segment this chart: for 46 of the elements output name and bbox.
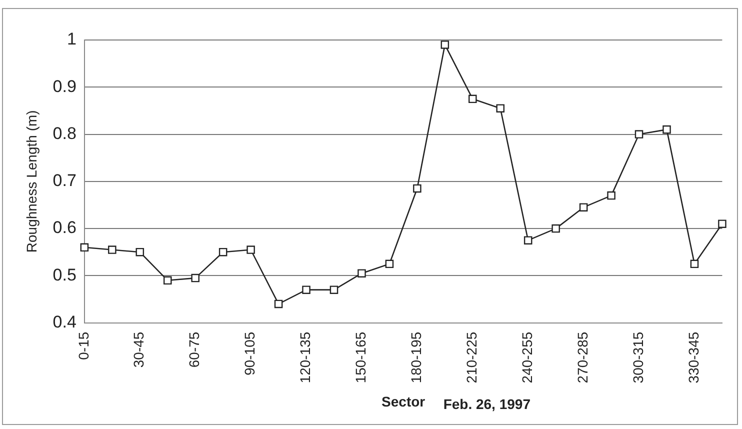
point	[634, 130, 644, 138]
x-tick-label: 330-345	[685, 332, 702, 384]
x-tick-label: 150-165	[352, 332, 369, 384]
x-tick-label: 210-225	[464, 332, 480, 384]
y-tick-label: 0.5	[52, 265, 76, 284]
y-tick-label: 0.8	[52, 124, 76, 143]
point	[246, 246, 255, 254]
point	[468, 94, 477, 104]
point	[552, 224, 560, 233]
y-tick-label: 0.6	[52, 218, 76, 238]
x-axis-title: Sector	[382, 393, 426, 410]
point	[496, 104, 505, 112]
point	[413, 184, 422, 193]
point	[136, 248, 144, 256]
x-tick-label: 90-105	[242, 332, 258, 376]
point	[163, 276, 172, 285]
y-axis-title: Roughness Length (m)	[23, 110, 40, 253]
point	[440, 40, 450, 49]
point	[218, 248, 228, 256]
point	[385, 260, 394, 268]
x-tick-label: 120-135	[297, 332, 314, 384]
y-tick-label: 0.7	[52, 171, 76, 190]
point	[579, 203, 588, 212]
point	[108, 246, 116, 254]
x-tick-label: 30-45	[130, 332, 147, 368]
x-tick-label: 270-285	[574, 332, 590, 384]
x-tick-label: 240-255	[518, 332, 535, 384]
point	[524, 236, 532, 244]
y-tick-label: 1	[66, 30, 76, 49]
x-tick-label: 180-195	[408, 332, 424, 384]
point	[191, 274, 200, 282]
x-tick-label: 60-75	[186, 332, 202, 368]
point	[358, 269, 366, 278]
point	[607, 191, 616, 200]
y-tick-label: 0.9	[52, 76, 76, 96]
text: Feb. 26, 1997	[443, 396, 531, 412]
point	[718, 220, 726, 228]
point	[80, 243, 89, 252]
point	[274, 300, 283, 308]
x-tick-label: 300-315	[630, 332, 646, 384]
point	[302, 286, 310, 294]
point	[690, 260, 699, 268]
point	[330, 286, 338, 294]
x-tick-label: 0-15	[75, 332, 92, 360]
y-tick-label: 0.4	[52, 312, 76, 332]
point	[662, 125, 671, 134]
